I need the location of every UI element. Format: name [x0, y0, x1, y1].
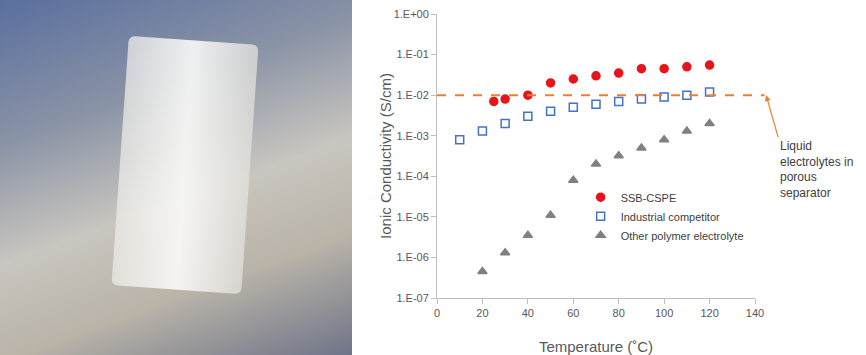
svg-text:0: 0: [434, 307, 440, 319]
svg-text:1.E-04: 1.E-04: [396, 170, 428, 182]
svg-text:SSB-CSPE: SSB-CSPE: [621, 192, 677, 204]
svg-text:Industrial competitor: Industrial competitor: [621, 211, 720, 223]
svg-text:120: 120: [700, 307, 718, 319]
svg-text:140: 140: [746, 307, 764, 319]
svg-text:60: 60: [567, 307, 579, 319]
svg-text:1.E-02: 1.E-02: [396, 89, 428, 101]
svg-text:100: 100: [655, 307, 673, 319]
svg-text:Temperature (˚C): Temperature (˚C): [539, 338, 653, 355]
svg-text:1.E-05: 1.E-05: [396, 211, 428, 223]
svg-text:1.E-03: 1.E-03: [396, 130, 428, 142]
svg-text:Other polymer electrolyte: Other polymer electrolyte: [621, 230, 744, 242]
svg-text:1.E-01: 1.E-01: [396, 48, 428, 60]
svg-text:1.E+00: 1.E+00: [394, 8, 429, 20]
svg-text:1.E-07: 1.E-07: [396, 292, 428, 304]
svg-text:40: 40: [522, 307, 534, 319]
svg-text:20: 20: [476, 307, 488, 319]
svg-text:Ionic Conductivity (S/cm): Ionic Conductivity (S/cm): [377, 73, 394, 239]
svg-text:1.E-06: 1.E-06: [396, 251, 428, 263]
svg-text:Liquidelectrolytes inporoussep: Liquidelectrolytes inporousseparator: [780, 139, 853, 200]
svg-text:80: 80: [613, 307, 625, 319]
